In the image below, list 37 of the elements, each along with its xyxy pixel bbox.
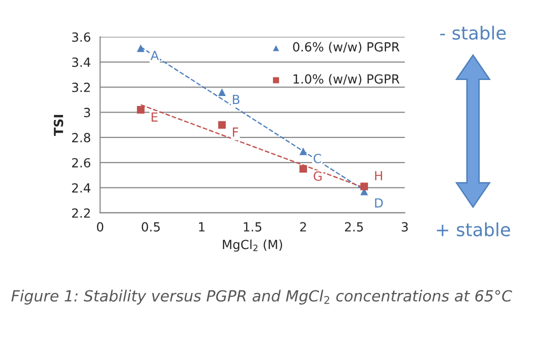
annotation: G [314,171,322,181]
annotation: A [150,50,159,60]
point [218,88,226,96]
text: + stable [436,222,510,236]
y-tick-label: 3 [84,108,90,118]
y-tick-label: 2.8 [72,132,90,142]
text: - stable [440,26,506,40]
legend-label: 1.0% (w/w) PGPR [294,74,400,86]
annotation: E [152,112,158,122]
y-tick-label: 2.6 [72,158,90,168]
annotation: D [375,198,383,208]
caption: Figure 1: Stability versus PGPR and MgCl$_{2}$ concentrations at 65°C [11,290,512,305]
annotation: C [314,154,322,164]
annotation: H [375,171,382,180]
x-tick-label: 0 [96,222,104,232]
y-tick-label: 3.2 [72,82,90,92]
annotation: B [232,94,240,104]
x-tick-label: 0.5 [142,222,160,232]
y-tick-label: 3.4 [72,58,90,67]
x-tick-label: 1.5 [244,222,262,232]
x-tick-label: 2.5 [344,222,363,232]
y-tick-label: 3.6 [72,32,90,42]
y-axis-title: TSI [54,114,64,136]
point [299,165,308,173]
point [360,182,368,190]
x-axis-title: MgCl$_{2}$ (M) [222,240,282,252]
y-tick-label: 2.4 [72,183,90,192]
annotation: F [232,128,238,137]
y-tick-label: 2.2 [72,208,90,218]
point [218,121,226,129]
x-tick-label: 1 [199,222,204,232]
point [299,147,308,156]
x-tick-label: 2 [300,222,306,232]
x-tick-label: 3 [402,222,408,232]
point [136,44,145,52]
point [136,106,145,114]
legend-label: 0.6% (w/w) PGPR [293,42,400,54]
